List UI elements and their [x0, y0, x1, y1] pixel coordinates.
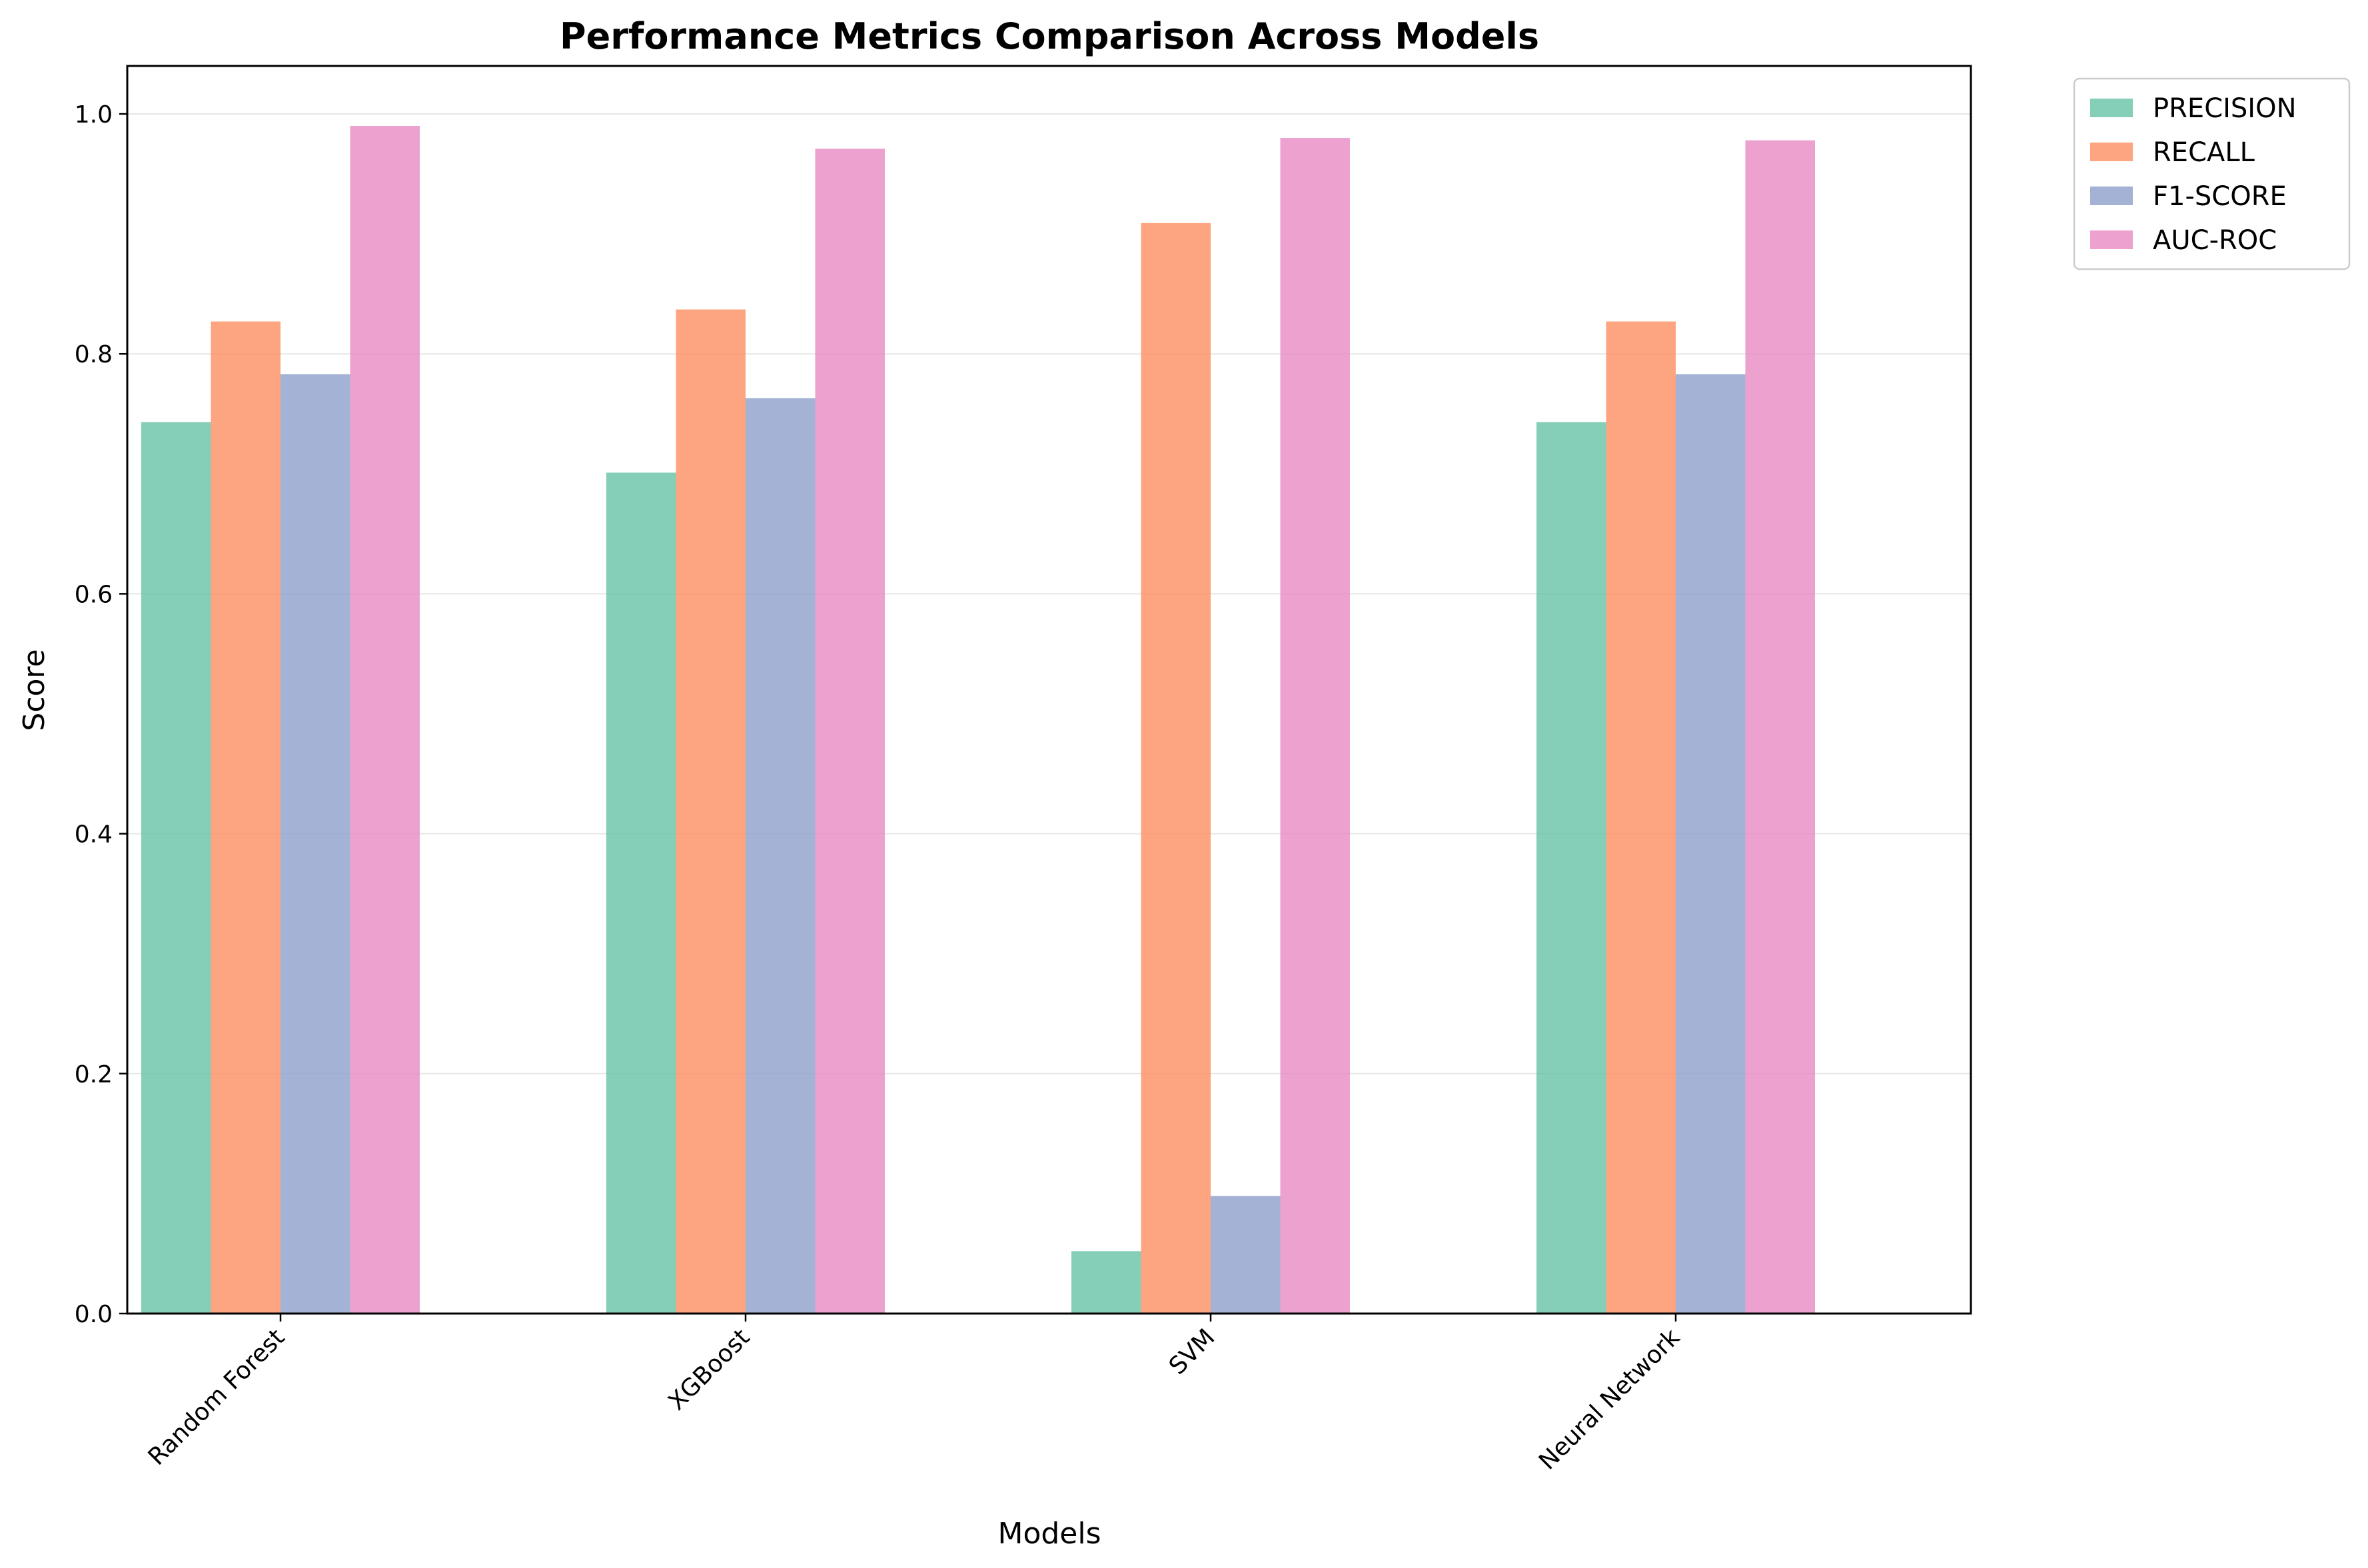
legend-label: F1-SCORE — [2153, 181, 2287, 212]
legend-box — [2073, 77, 2351, 270]
bar-recall-svm — [1141, 222, 1211, 1314]
x-tick-label: XGBoost — [663, 1324, 755, 1415]
bar-auc-roc-neural-network — [1745, 140, 1815, 1314]
y-tick-label: 0.6 — [75, 581, 113, 608]
bar-precision-random-forest — [141, 422, 211, 1314]
y-axis-label: Score — [17, 649, 51, 731]
y-tick-label: 1.0 — [75, 101, 113, 129]
legend-swatch — [2090, 230, 2133, 249]
legend-swatch — [2090, 143, 2133, 161]
chart-title: Performance Metrics Comparison Across Mo… — [560, 15, 1539, 57]
bar-precision-neural-network — [1536, 422, 1606, 1314]
y-tick-label: 0.8 — [75, 341, 113, 368]
bars — [141, 126, 1815, 1314]
y-axis-ticks: 0.0 0.2 0.4 0.6 0.8 1.0 — [75, 101, 127, 1328]
bar-recall-xgboost — [676, 309, 746, 1314]
x-axis-label: Models — [997, 1517, 1101, 1551]
bar-auc-roc-xgboost — [815, 149, 885, 1314]
bar-recall-neural-network — [1606, 321, 1676, 1314]
x-tick-label: SVM — [1164, 1324, 1221, 1380]
legend-swatch — [2090, 187, 2133, 205]
bar-f1-score-neural-network — [1676, 374, 1746, 1314]
legend: PRECISION RECALL F1-SCORE AUC-ROC — [2073, 77, 2351, 270]
y-tick-label: 0.2 — [75, 1061, 113, 1088]
bar-f1-score-xgboost — [746, 398, 816, 1314]
legend-label: AUC-ROC — [2153, 225, 2277, 256]
legend-swatch — [2090, 99, 2133, 117]
bar-auc-roc-random-forest — [350, 126, 420, 1314]
bar-auc-roc-svm — [1280, 138, 1350, 1314]
y-tick-label: 0.0 — [75, 1301, 113, 1328]
x-tick-label: Neural Network — [1534, 1324, 1685, 1475]
legend-label: RECALL — [2153, 137, 2255, 168]
bar-f1-score-svm — [1211, 1196, 1281, 1314]
bar-f1-score-random-forest — [281, 374, 350, 1314]
bar-recall-random-forest — [211, 321, 281, 1314]
plot-frame — [126, 65, 1972, 1315]
bar-precision-svm — [1071, 1251, 1141, 1314]
legend-label: PRECISION — [2153, 93, 2297, 124]
bar-precision-xgboost — [606, 472, 676, 1314]
x-tick-label: Random Forest — [143, 1324, 291, 1471]
x-axis-ticks: Random Forest XGBoost SVM Neural Network — [143, 1314, 1685, 1475]
y-tick-label: 0.4 — [75, 821, 113, 849]
